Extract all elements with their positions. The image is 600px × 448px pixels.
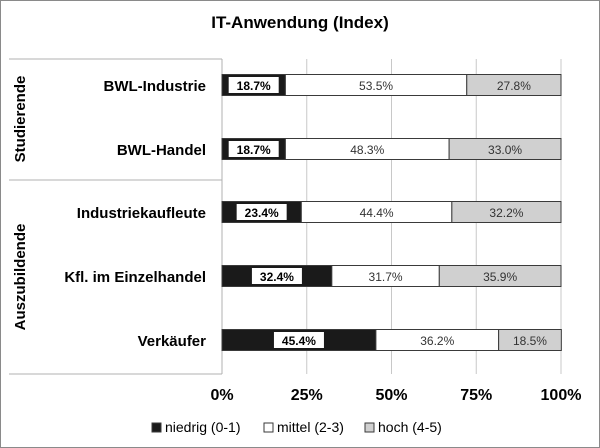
data-label-bg-0-4: [273, 332, 324, 348]
chart-title: IT-Anwendung (Index): [211, 13, 389, 32]
data-label-0-4: 45.4%: [282, 334, 316, 348]
data-label-1-1: 48.3%: [350, 143, 384, 157]
bar-2-4: [498, 329, 562, 351]
category-label-1: BWL-Handel: [117, 142, 206, 159]
data-label-bg-0-3: [251, 268, 302, 284]
x-tick-label-2: 50%: [375, 387, 407, 404]
data-label-2-3: 35.9%: [483, 270, 517, 284]
category-label-4: Verkäufer: [138, 333, 207, 350]
bar-2-2: [451, 201, 562, 223]
data-label-0-3: 32.4%: [260, 270, 294, 284]
data-label-1-3: 31.7%: [369, 270, 403, 284]
bar-2-1: [448, 138, 562, 160]
x-tick-label-4: 100%: [541, 387, 582, 404]
data-label-1-0: 53.5%: [359, 79, 393, 93]
legend-label-2: hoch (4-5): [378, 419, 442, 435]
group-label-1: Auszubildende: [12, 224, 29, 331]
data-label-2-0: 27.8%: [497, 79, 531, 93]
category-label-0: BWL-Industrie: [104, 78, 207, 95]
data-label-0-0: 18.7%: [237, 79, 271, 93]
x-tick-label-3: 75%: [460, 387, 492, 404]
x-tick-label-0: 0%: [210, 387, 233, 404]
group-label-0: Studierende: [12, 76, 29, 163]
data-label-2-1: 33.0%: [488, 143, 522, 157]
data-label-0-2: 23.4%: [245, 206, 279, 220]
legend-label-1: mittel (2-3): [277, 419, 344, 435]
data-label-bg-0-0: [228, 77, 279, 93]
data-label-bg-0-1: [228, 141, 279, 157]
category-label-3: Kfl. im Einzelhandel: [64, 269, 206, 286]
data-label-2-2: 32.2%: [489, 206, 523, 220]
category-label-2: Industriekaufleute: [77, 205, 206, 222]
legend-swatch-2: [364, 422, 375, 433]
data-label-bg-0-2: [236, 204, 287, 220]
data-label-1-4: 36.2%: [420, 334, 454, 348]
bar-2-3: [438, 265, 562, 287]
legend-label-0: niedrig (0-1): [165, 419, 240, 435]
x-tick-label-1: 25%: [291, 387, 323, 404]
data-label-1-2: 44.4%: [360, 206, 394, 220]
bar-2-0: [466, 74, 562, 96]
legend-swatch-1: [263, 422, 274, 433]
legend-swatch-0: [151, 422, 162, 433]
data-label-0-1: 18.7%: [237, 143, 271, 157]
data-label-2-4: 18.5%: [513, 334, 547, 348]
